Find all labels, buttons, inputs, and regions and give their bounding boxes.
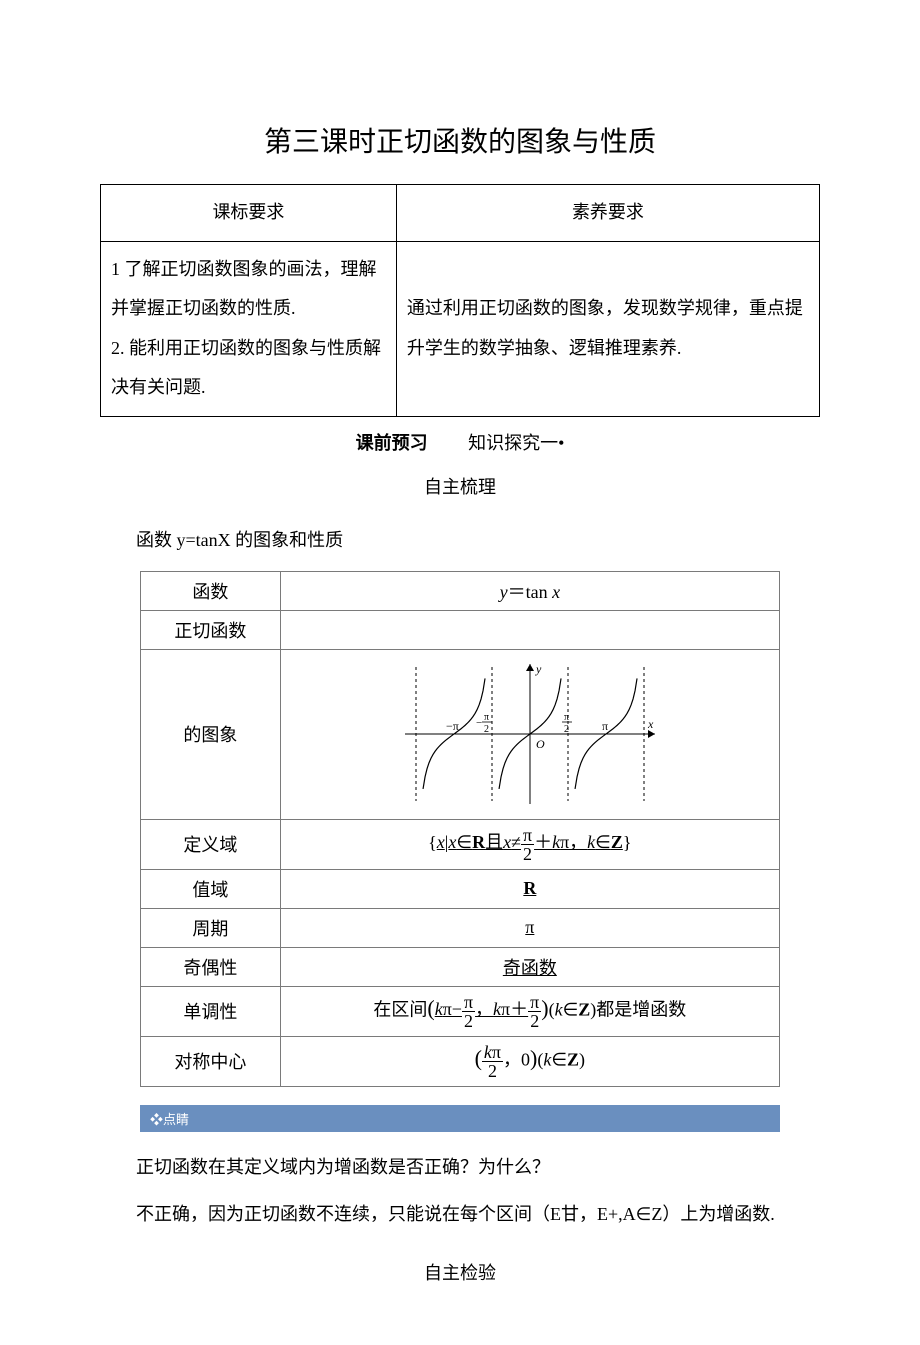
svg-text:π: π (484, 712, 489, 723)
prop-label: 的图象 (141, 649, 281, 819)
tan-graph: Oxy−π2π2−ππ (400, 659, 660, 809)
section-rest: 知识探究一• (432, 433, 564, 453)
requirements-table: 课标要求 素养要求 1 了解正切函数图象的画法，理解并掌握正切函数的性质. 2.… (100, 184, 820, 417)
prop-value: y＝tan x (280, 571, 779, 610)
svg-text:−π: −π (446, 719, 459, 733)
prop-value: {x|x∈R且x≠π2＋kπ，k∈Z} (280, 819, 779, 869)
prop-label: 周期 (141, 908, 281, 947)
intro-para: 函数 y=tanX 的图象和性质 (100, 521, 820, 561)
req-header-left: 课标要求 (101, 185, 397, 242)
svg-text:π: π (564, 712, 569, 723)
prop-label: 定义域 (141, 819, 281, 869)
req-cell-left: 1 了解正切函数图象的画法，理解并掌握正切函数的性质. 2. 能利用正切函数的图… (101, 241, 397, 416)
sub-title: 自主梳理 (100, 473, 820, 499)
footer-sub: 自主检验 (100, 1259, 820, 1285)
prop-label: 函数 (141, 571, 281, 610)
prop-value: (kπ2，0)(k∈Z) (280, 1036, 779, 1086)
question-para: 正切函数在其定义域内为增函数是否正确？为什么？ (100, 1148, 820, 1188)
prop-label: 奇偶性 (141, 947, 281, 986)
prop-value: R (280, 869, 779, 908)
prop-label: 单调性 (141, 986, 281, 1036)
req-header-right: 素养要求 (396, 185, 819, 242)
svg-text:2: 2 (484, 724, 489, 735)
prop-label: 对称中心 (141, 1036, 281, 1086)
svg-text:π: π (602, 719, 608, 733)
prop-value: 在区间(kπ−π2，kπ＋π2)(k∈Z)都是增函数 (280, 986, 779, 1036)
properties-table: 函数y＝tan x正切函数的图象Oxy−π2π2−ππ定义域{x|x∈R且x≠π… (140, 571, 780, 1087)
prop-value: Oxy−π2π2−ππ (280, 649, 779, 819)
page-title: 第三课时正切函数的图象与性质 (100, 120, 820, 160)
section-bold: 课前预习 (356, 433, 428, 453)
hint-bar: ❖点睛 (140, 1105, 780, 1132)
prop-label: 值域 (141, 869, 281, 908)
svg-text:−: − (476, 717, 482, 729)
prop-value: 奇函数 (280, 947, 779, 986)
svg-text:2: 2 (564, 724, 569, 735)
svg-text:x: x (647, 717, 654, 731)
svg-text:y: y (535, 662, 542, 676)
prop-value: π (280, 908, 779, 947)
prop-label: 正切函数 (141, 610, 281, 649)
req-cell-right: 通过利用正切函数的图象，发现数学规律，重点提升学生的数学抽象、逻辑推理素养. (396, 241, 819, 416)
svg-text:O: O (536, 737, 545, 751)
prop-value (280, 610, 779, 649)
answer-para: 不正确，因为正切函数不连续，只能说在每个区间（E甘，E+,A∈Z）上为增函数. (100, 1195, 820, 1235)
section-row: 课前预习 知识探究一• (100, 429, 820, 455)
